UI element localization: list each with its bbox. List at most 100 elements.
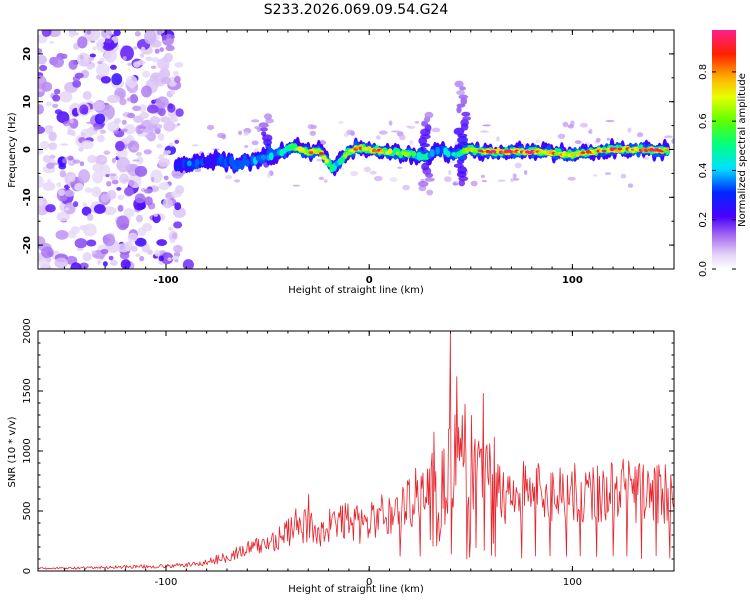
noise-blob — [173, 244, 183, 253]
noise-blob — [160, 252, 174, 265]
speckle — [86, 121, 94, 124]
speckle — [307, 124, 315, 130]
speckle — [216, 132, 226, 138]
noise-blob — [127, 232, 138, 242]
noise-blob — [111, 73, 123, 86]
signal-cell — [379, 149, 385, 153]
noise-blob — [158, 158, 170, 167]
noise-blob — [157, 133, 165, 141]
noise-blob — [132, 105, 142, 112]
noise-blob — [145, 56, 153, 62]
speckle — [44, 125, 52, 131]
colorbar-ticks: 0.0 0.2 0.4 0.6 0.8 — [698, 64, 736, 277]
speckle — [574, 140, 582, 145]
noise-blob — [41, 81, 53, 92]
noise-blob — [174, 259, 179, 263]
noise-blob — [149, 116, 160, 125]
speckle — [535, 139, 541, 144]
noise-blob — [116, 156, 131, 173]
noise-blob — [170, 89, 176, 95]
spectrogram-x-tick-label: 100 — [562, 275, 583, 286]
speckle — [497, 179, 506, 182]
noise-blob — [68, 30, 77, 38]
noise-blob — [125, 75, 138, 88]
colorbar: 0.0 0.2 0.4 0.6 0.8 Normalized spectral ampl… — [698, 30, 748, 277]
noise-blob — [95, 190, 102, 195]
speckle — [225, 174, 233, 180]
noise-blob — [92, 163, 104, 173]
noise-blob — [169, 239, 176, 244]
noise-blob — [81, 206, 92, 216]
noise-blob — [86, 239, 97, 247]
speckle — [251, 119, 260, 123]
signal-cell — [308, 151, 314, 155]
noise-blob — [118, 173, 129, 184]
noise-blob — [39, 140, 50, 150]
noise-blob — [54, 257, 69, 269]
noise-blob — [79, 224, 89, 231]
colorbar-label: Normalized spectral amplitude — [737, 73, 748, 227]
noise-blob — [163, 175, 169, 181]
noise-blob — [122, 56, 127, 61]
speckle — [671, 138, 674, 144]
speckle — [173, 173, 183, 177]
noise-blob — [96, 62, 110, 77]
noise-blob — [162, 150, 169, 156]
noise-blob — [144, 196, 153, 206]
colorbar-tick-label: 0.4 — [698, 162, 709, 178]
noise-blob — [144, 30, 157, 45]
speckle — [562, 121, 569, 128]
speckle — [66, 129, 76, 136]
speckle — [112, 130, 120, 134]
noise-blob — [100, 248, 109, 255]
noise-blob — [105, 35, 111, 39]
signal-cell — [451, 152, 456, 157]
speckle — [350, 170, 359, 177]
noise-blob — [139, 53, 145, 58]
noise-blob — [45, 101, 52, 107]
noise-blob — [117, 204, 124, 212]
noise-blob — [156, 30, 163, 36]
speckle — [448, 169, 452, 176]
noise-blob — [111, 179, 119, 185]
snr-y-tick-label: 500 — [22, 501, 33, 520]
noise-blob — [156, 143, 163, 149]
chart-title: S233.2026.069.09.54.G24 — [264, 2, 449, 18]
speckle — [567, 124, 574, 129]
noise-blob — [140, 46, 146, 52]
noise-blob — [79, 262, 89, 269]
noise-blob — [108, 255, 114, 261]
noise-blob — [156, 239, 168, 247]
speckle — [108, 173, 117, 176]
noise-blob — [42, 181, 56, 191]
signal-cell — [665, 148, 670, 152]
colorbar-tick-label: 0.0 — [698, 261, 709, 277]
noise-blob — [160, 116, 171, 123]
noise-blob — [173, 221, 183, 229]
noise-blob — [64, 202, 76, 215]
snr-y-tick-label: 0 — [22, 568, 33, 574]
noise-blob — [74, 238, 88, 249]
noise-blob — [158, 182, 170, 191]
noise-blob — [120, 259, 131, 269]
signal-cell — [580, 151, 586, 154]
noise-blob — [78, 169, 91, 184]
noise-blob — [174, 75, 181, 84]
speckle — [373, 175, 383, 182]
noise-blob — [134, 193, 146, 204]
noise-blob — [38, 104, 44, 115]
noise-blob — [86, 213, 94, 221]
speckle — [452, 182, 459, 186]
vertical-feature-blob — [424, 111, 434, 119]
noise-blob — [38, 64, 48, 72]
noise-blob — [97, 60, 103, 65]
snr-y-axis-label: SNR (10 * v/v) — [7, 416, 18, 487]
speckle — [557, 133, 566, 140]
noise-blob — [139, 104, 147, 113]
noise-blob — [182, 259, 194, 269]
speckle — [512, 178, 520, 181]
noise-blob — [175, 108, 184, 117]
speckle — [620, 173, 627, 179]
speckle — [111, 157, 116, 164]
speckle — [73, 159, 81, 164]
